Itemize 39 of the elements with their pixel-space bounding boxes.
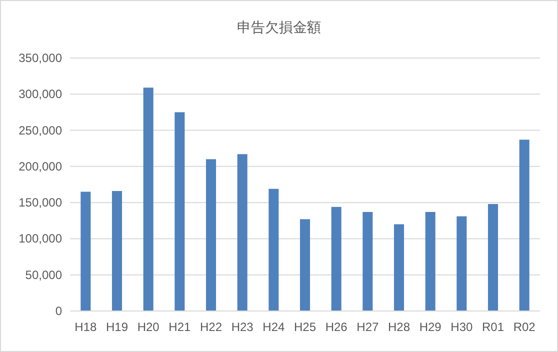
chart-title: 申告欠損金額 bbox=[237, 19, 321, 35]
x-tick-label: H29 bbox=[419, 320, 442, 334]
x-tick-label: H22 bbox=[200, 320, 222, 334]
x-tick-label: H25 bbox=[294, 320, 316, 334]
x-tick-label: H23 bbox=[231, 320, 254, 334]
bar bbox=[143, 88, 154, 311]
y-tick-label: 250,000 bbox=[18, 123, 62, 138]
bar bbox=[174, 112, 185, 311]
y-tick-label: 350,000 bbox=[18, 51, 62, 65]
y-tick-label: 50,000 bbox=[25, 268, 62, 282]
x-tick-label: H21 bbox=[168, 320, 191, 334]
bar bbox=[206, 159, 216, 311]
bar bbox=[519, 140, 530, 311]
bar bbox=[394, 224, 404, 311]
x-tick-label: H18 bbox=[74, 320, 97, 334]
bar bbox=[300, 219, 310, 311]
bar bbox=[237, 154, 248, 311]
x-tick-label: H19 bbox=[106, 320, 128, 334]
bar bbox=[331, 206, 342, 311]
x-tick-label: H26 bbox=[325, 320, 348, 334]
bar bbox=[112, 191, 122, 311]
bar bbox=[362, 212, 373, 311]
bar bbox=[425, 212, 436, 311]
y-tick-label: 100,000 bbox=[18, 232, 62, 246]
x-tick-label: H24 bbox=[262, 320, 285, 334]
y-tick-label: 300,000 bbox=[18, 87, 62, 102]
x-tick-label: H30 bbox=[450, 320, 473, 334]
x-tick-label: R01 bbox=[482, 320, 504, 334]
x-tick-label: H20 bbox=[137, 320, 160, 334]
bar bbox=[456, 216, 467, 311]
x-tick-label: R02 bbox=[513, 320, 536, 334]
bar bbox=[80, 192, 91, 311]
y-tick-label: 0 bbox=[55, 304, 62, 318]
y-tick-label: 200,000 bbox=[18, 159, 62, 174]
bar bbox=[268, 188, 279, 311]
bar bbox=[488, 204, 498, 311]
x-tick-label: H28 bbox=[388, 320, 410, 334]
x-tick-label: H27 bbox=[356, 320, 379, 334]
y-tick-label: 150,000 bbox=[18, 196, 62, 210]
